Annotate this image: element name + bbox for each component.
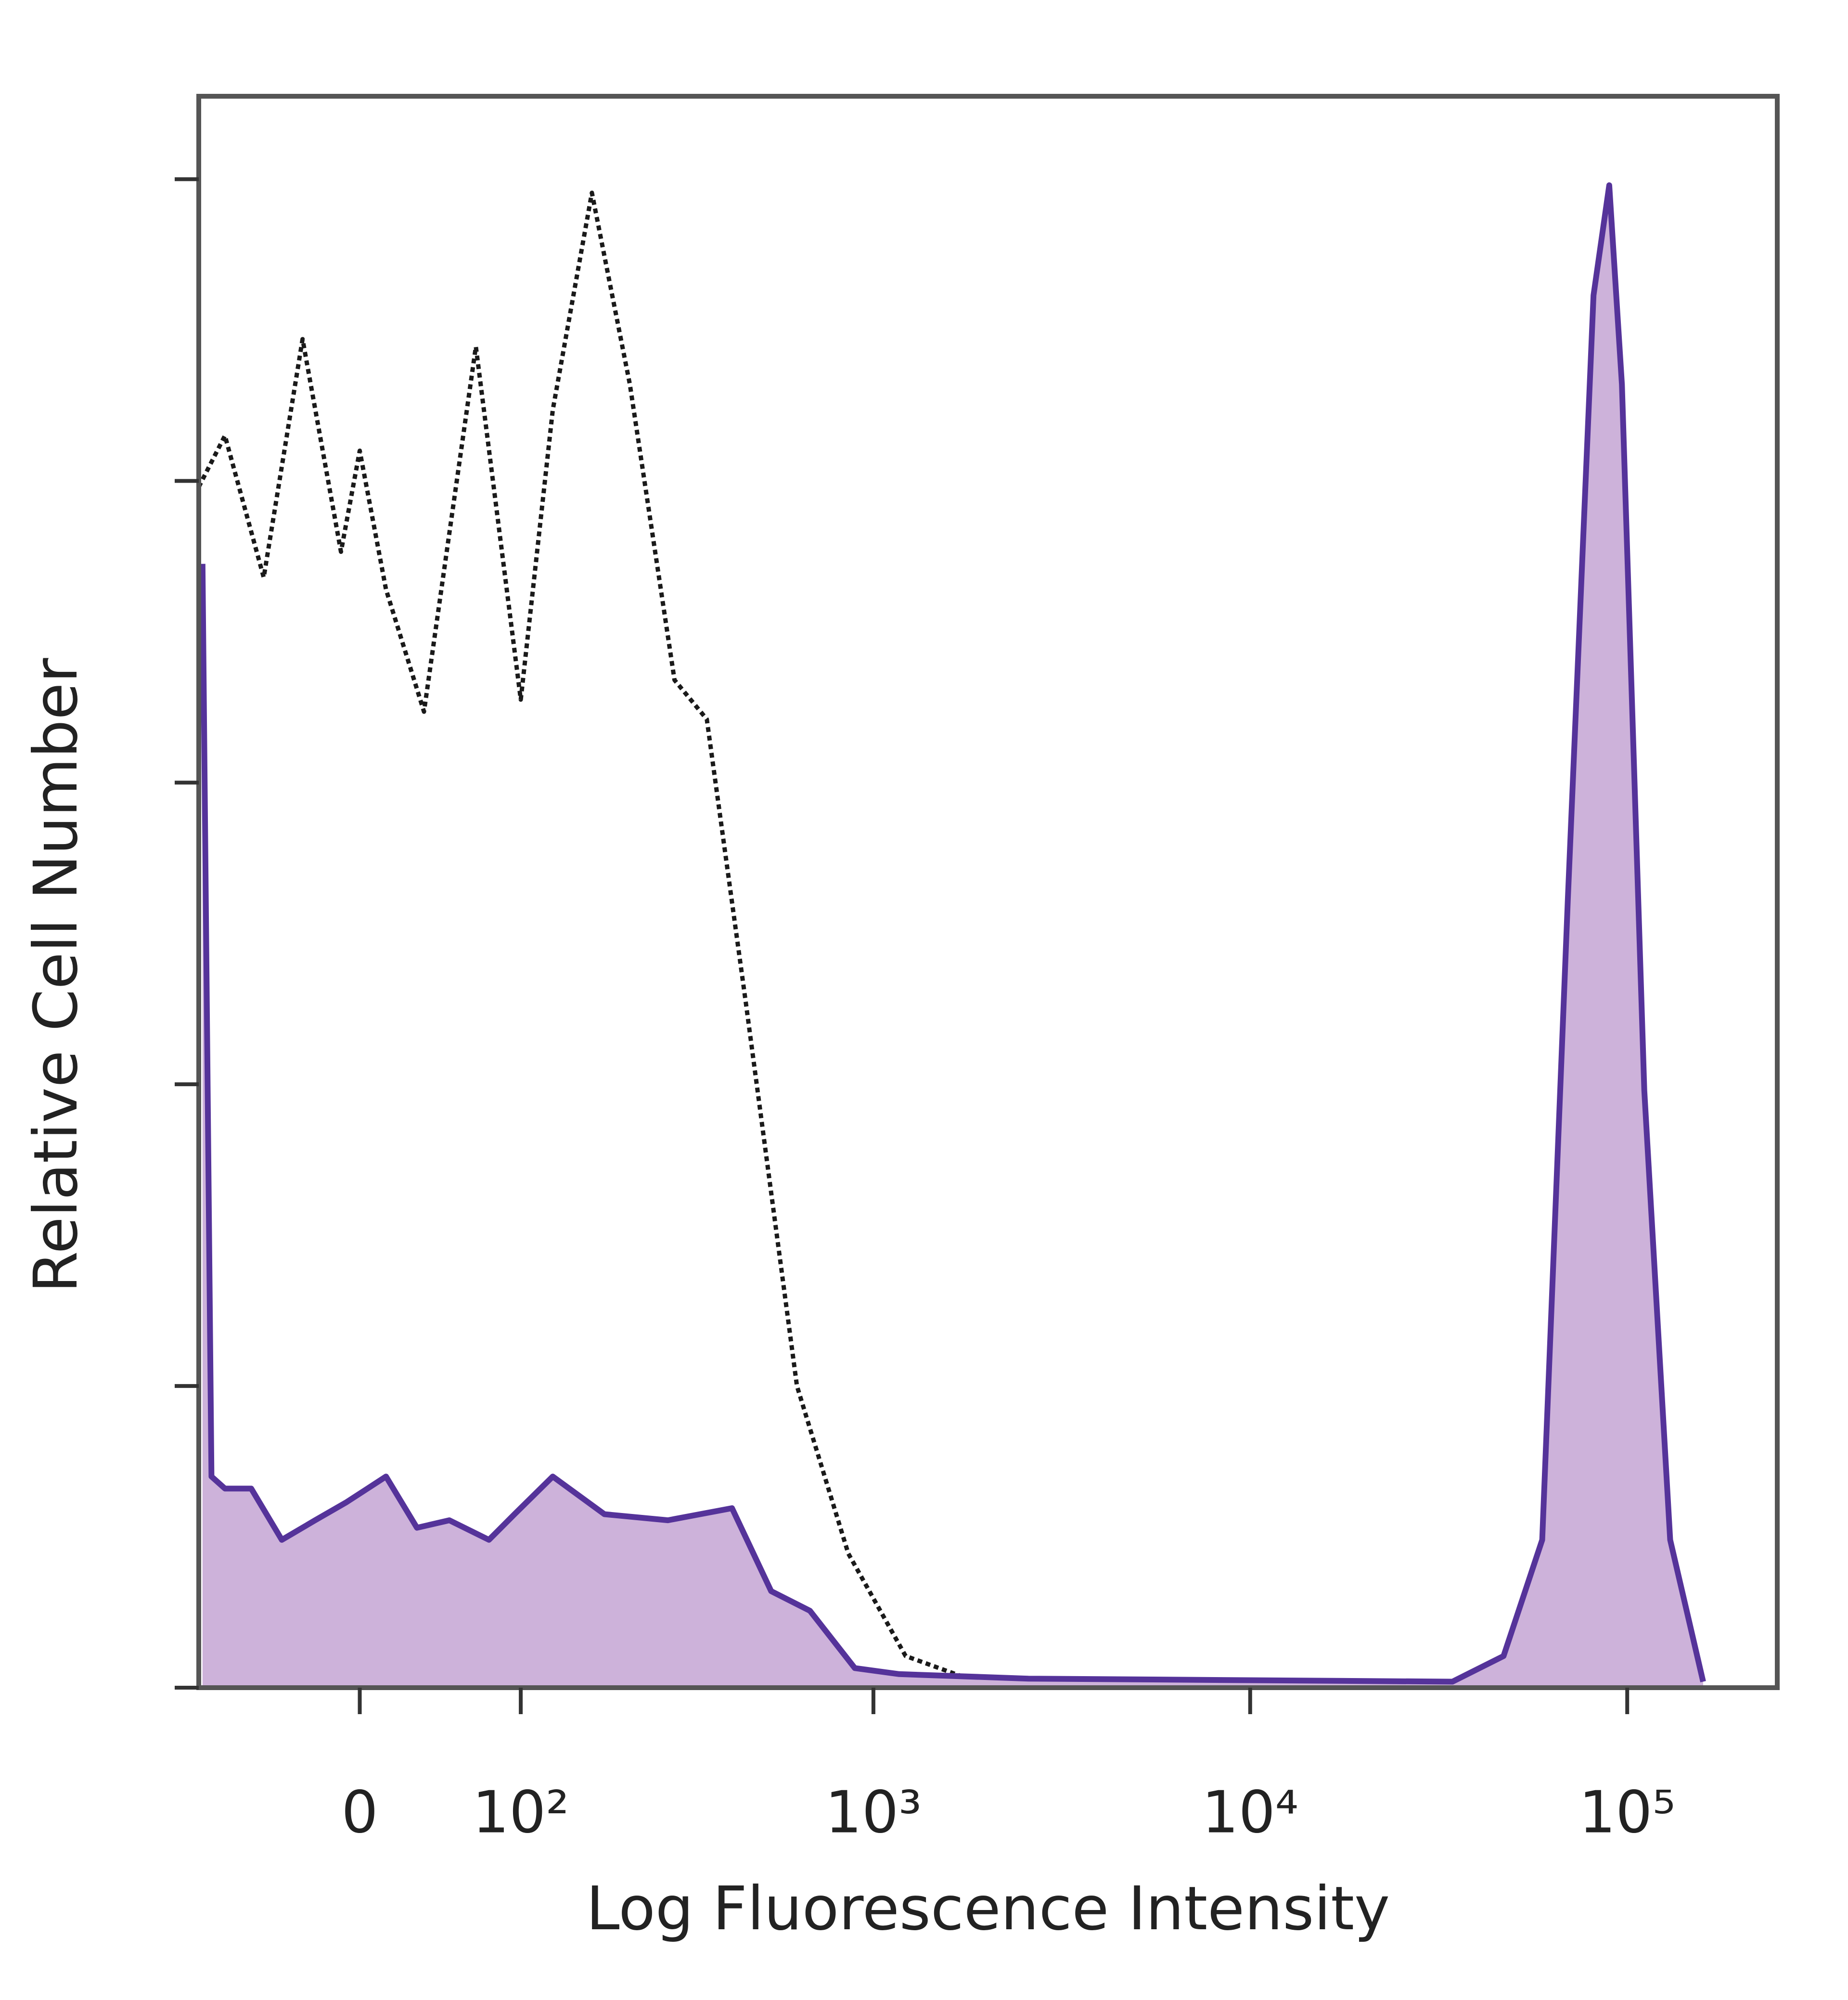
histogram-area	[202, 185, 1703, 1688]
y-axis-title: Relative Cell Number	[21, 658, 91, 1293]
x-tick-label: 10⁵	[1579, 1780, 1676, 1846]
histogram-line	[199, 182, 1706, 1685]
plot-frame	[196, 94, 1780, 1690]
x-tick-label: 0	[341, 1780, 378, 1846]
x-axis-title: Log Fluorescence Intensity	[586, 1874, 1390, 1944]
x-tick-label: 10⁴	[1202, 1780, 1298, 1846]
x-tick-label: 10²	[473, 1780, 569, 1846]
x-tick-label: 10³	[825, 1780, 922, 1846]
histogram-line	[196, 191, 1414, 1687]
